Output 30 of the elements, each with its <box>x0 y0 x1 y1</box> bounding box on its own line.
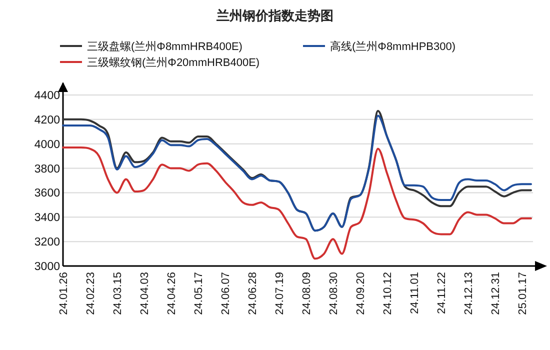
x-tick-label: 24.07.19 <box>274 272 286 315</box>
x-tick-label: 24.12.31 <box>490 272 502 315</box>
x-tick-label: 25.01.17 <box>517 272 529 315</box>
chart-title: 兰州钢价指数走势图 <box>216 8 334 23</box>
y-tick-label: 4200 <box>34 114 60 126</box>
x-tick-label: 24.08.09 <box>301 272 313 315</box>
x-tick-label: 24.01.26 <box>58 272 70 315</box>
y-tick-label: 3400 <box>34 212 60 224</box>
x-tick-label: 24.11.22 <box>436 272 448 314</box>
legend-label: 高线(兰州Φ8mmHPB300) <box>330 40 456 53</box>
x-tick-label: 24.08.30 <box>328 272 340 315</box>
x-tick-label: 24.11.01 <box>409 272 421 314</box>
y-tick-label: 4000 <box>34 138 60 151</box>
x-tick-label: 24.04.26 <box>166 272 178 315</box>
x-tick-label: 24.04.03 <box>139 272 151 315</box>
legend-label: 三级螺纹钢(兰州Φ20mmHRB400E) <box>87 56 260 69</box>
x-tick-label: 24.10.12 <box>382 272 394 315</box>
x-tick-label: 24.12.13 <box>463 272 475 315</box>
y-tick-label: 3800 <box>34 163 60 176</box>
x-tick-label: 24.06.07 <box>220 272 232 315</box>
y-tick-label: 3200 <box>34 236 60 249</box>
x-tick-label: 24.02.23 <box>85 272 97 315</box>
y-tick-label: 3600 <box>34 188 60 200</box>
x-tick-label: 24.09.20 <box>355 272 367 315</box>
y-tick-label: 4400 <box>34 90 60 102</box>
x-tick-label: 24.05.17 <box>193 272 205 315</box>
y-tick-label: 3000 <box>34 261 60 273</box>
x-tick-label: 24.03.15 <box>112 272 124 315</box>
x-tick-label: 24.06.28 <box>247 272 259 315</box>
legend-label: 三级盘螺(兰州Φ8mmHRB400E) <box>87 40 242 53</box>
